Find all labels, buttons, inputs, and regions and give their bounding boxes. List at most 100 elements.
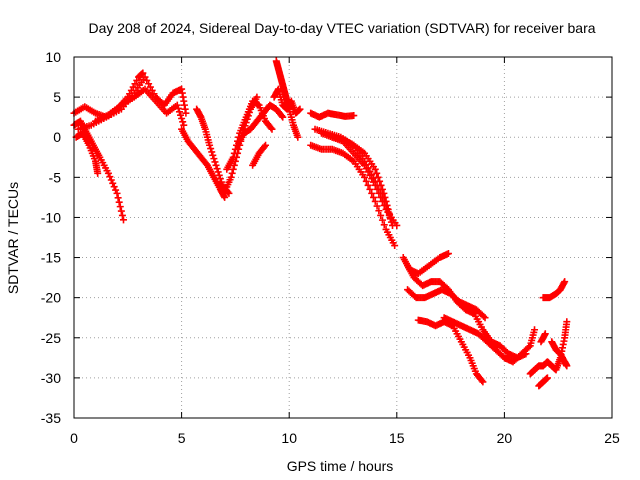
y-axis-label: SDTVAR / TECUs <box>5 182 21 294</box>
data-point-marker <box>294 133 302 141</box>
data-point-marker <box>541 330 549 338</box>
x-tick-labels: 0 5 10 15 20 25 <box>70 430 620 446</box>
data-point-marker <box>374 173 382 181</box>
data-point-marker <box>388 221 396 229</box>
data-point-marker <box>173 101 181 109</box>
data-point-marker <box>386 213 394 221</box>
data-point-marker <box>364 181 372 189</box>
data-point-marker <box>117 207 125 215</box>
series-arc-23 <box>440 314 539 366</box>
data-point-marker <box>209 151 217 159</box>
series-arc-7 <box>193 105 233 197</box>
data-point-marker <box>216 175 224 183</box>
data-point-marker <box>267 124 275 132</box>
data-point-marker <box>279 113 287 121</box>
data-point-marker <box>229 165 237 173</box>
data-point-marker <box>175 108 183 116</box>
data-point-marker <box>208 148 216 156</box>
series-arc-4 <box>74 73 190 133</box>
y-tick-label: -15 <box>41 250 61 266</box>
data-point-marker <box>213 165 221 173</box>
data-point-marker <box>380 189 388 197</box>
data-point-marker <box>253 93 261 101</box>
data-point-marker <box>525 343 533 351</box>
y-tick-labels: 10 5 0 -5 -10 -15 -20 -25 -30 -35 <box>41 49 61 426</box>
y-tick-label: -35 <box>41 410 61 426</box>
y-tick-label: -30 <box>41 370 61 386</box>
data-point-marker <box>214 168 222 176</box>
x-axis-label: GPS time / hours <box>287 458 394 474</box>
data-point-marker <box>377 181 385 189</box>
data-point-marker <box>104 169 112 177</box>
data-point-marker <box>215 171 223 179</box>
y-tick-label: 0 <box>53 129 61 145</box>
data-point-marker <box>227 173 235 181</box>
series-arc-29 <box>548 338 571 370</box>
data-point-marker <box>260 143 268 151</box>
data-point-marker <box>350 112 358 120</box>
data-point-marker <box>563 362 571 370</box>
x-tick-label: 20 <box>497 430 513 446</box>
data-point-marker <box>378 216 386 224</box>
series-arc-27 <box>539 278 569 302</box>
grid-lines <box>74 57 612 418</box>
data-point-marker <box>118 211 126 219</box>
data-point-marker <box>543 374 551 382</box>
data-point-marker <box>109 179 117 187</box>
chart-title: Day 208 of 2024, Sidereal Day-to-day VTE… <box>88 20 595 36</box>
data-point-marker <box>478 377 486 385</box>
data-point-marker <box>230 149 238 157</box>
data-point-marker <box>369 193 377 201</box>
data-point-marker <box>563 318 571 326</box>
data-point-marker <box>262 141 270 149</box>
x-tick-label: 15 <box>389 430 405 446</box>
data-point-marker <box>373 202 381 210</box>
data-point-marker <box>212 161 220 169</box>
data-point-marker <box>139 69 147 77</box>
series-arc-13 <box>270 85 304 117</box>
data-point-marker <box>373 169 381 177</box>
y-tick-label: -5 <box>49 169 62 185</box>
data-point-marker <box>180 121 188 129</box>
series-arc-1 <box>70 117 127 224</box>
data-point-marker <box>268 125 276 133</box>
data-point-marker <box>361 173 369 181</box>
series-arc-21 <box>404 286 489 322</box>
data-point-marker <box>106 173 114 181</box>
data-point-marker <box>115 198 123 206</box>
data-point-marker <box>366 185 374 193</box>
data-point-marker <box>116 203 124 211</box>
data-point-marker <box>207 145 215 153</box>
series-arc-25 <box>535 374 551 390</box>
data-point-marker <box>177 111 185 119</box>
data-point-marker <box>174 104 182 112</box>
data-point-marker <box>210 155 218 163</box>
data-point-marker <box>480 312 488 320</box>
data-point-marker <box>479 378 487 386</box>
data-point-marker <box>378 185 386 193</box>
data-point-marker <box>211 158 219 166</box>
data-point-marker <box>182 109 190 117</box>
data-point-marker <box>110 183 118 191</box>
series-arc-26 <box>537 330 549 346</box>
data-point-marker <box>278 112 286 120</box>
data-point-marker <box>229 153 237 161</box>
data-point-marker <box>119 216 127 224</box>
data-markers <box>70 57 571 390</box>
data-point-marker <box>179 118 187 126</box>
series-arc-11 <box>249 141 270 169</box>
data-point-marker <box>481 314 489 322</box>
data-point-marker <box>296 105 304 113</box>
series-arc-18 <box>328 133 394 221</box>
data-point-marker <box>368 189 376 197</box>
data-point-marker <box>112 186 120 194</box>
data-point-marker <box>377 211 385 219</box>
data-point-marker <box>381 193 389 201</box>
data-point-marker <box>225 189 233 197</box>
y-tick-label: -10 <box>41 209 61 225</box>
data-point-marker <box>383 201 391 209</box>
data-point-marker <box>94 169 102 177</box>
series-arc-14 <box>307 109 358 121</box>
